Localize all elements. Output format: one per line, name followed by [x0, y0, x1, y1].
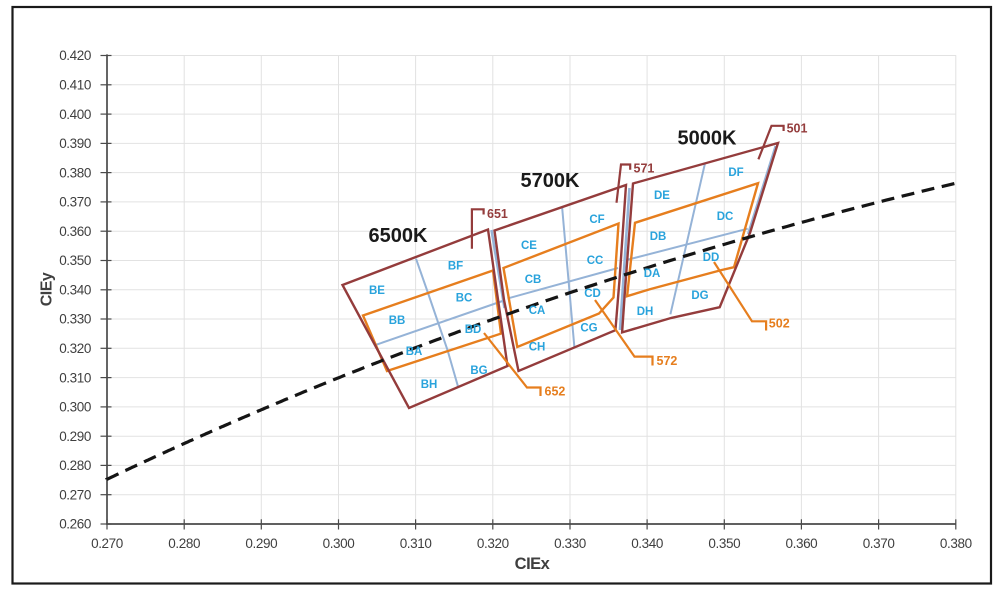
svg-text:CC: CC [587, 255, 604, 267]
svg-text:0.410: 0.410 [59, 78, 91, 93]
svg-text:0.320: 0.320 [59, 341, 91, 356]
svg-text:DA: DA [644, 268, 661, 280]
svg-text:0.420: 0.420 [59, 48, 91, 63]
svg-text:5700K: 5700K [521, 170, 580, 192]
svg-text:CG: CG [580, 323, 597, 335]
svg-text:CE: CE [521, 240, 537, 252]
svg-text:CIEy: CIEy [39, 272, 56, 306]
svg-text:0.310: 0.310 [400, 536, 432, 551]
svg-text:0.380: 0.380 [59, 165, 91, 180]
svg-text:BH: BH [421, 379, 438, 391]
svg-text:0.320: 0.320 [477, 536, 509, 551]
svg-text:0.300: 0.300 [59, 400, 91, 415]
svg-text:0.390: 0.390 [59, 136, 91, 151]
svg-text:0.290: 0.290 [245, 536, 277, 551]
svg-text:0.330: 0.330 [554, 536, 586, 551]
svg-text:572: 572 [657, 354, 678, 368]
svg-text:DF: DF [728, 167, 743, 179]
svg-text:0.300: 0.300 [323, 536, 355, 551]
svg-text:BA: BA [406, 346, 423, 358]
svg-text:BC: BC [456, 293, 473, 305]
svg-text:571: 571 [634, 162, 655, 176]
svg-text:501: 501 [787, 122, 808, 136]
svg-text:CB: CB [525, 274, 542, 286]
svg-text:CF: CF [589, 214, 604, 226]
svg-text:5000K: 5000K [678, 128, 737, 150]
svg-text:DB: DB [650, 231, 667, 243]
svg-text:DE: DE [654, 190, 670, 202]
svg-text:502: 502 [769, 317, 790, 331]
svg-text:DD: DD [703, 252, 720, 264]
svg-text:0.360: 0.360 [786, 536, 818, 551]
svg-text:0.270: 0.270 [59, 487, 91, 502]
svg-text:0.270: 0.270 [91, 536, 123, 551]
svg-text:0.370: 0.370 [863, 536, 895, 551]
svg-text:0.280: 0.280 [168, 536, 200, 551]
svg-text:DC: DC [717, 211, 734, 223]
svg-text:DH: DH [637, 306, 654, 318]
svg-text:651: 651 [487, 207, 508, 221]
svg-text:0.380: 0.380 [940, 536, 972, 551]
svg-text:0.400: 0.400 [59, 107, 91, 122]
svg-text:0.260: 0.260 [59, 517, 91, 532]
svg-text:0.350: 0.350 [59, 253, 91, 268]
svg-text:0.330: 0.330 [59, 312, 91, 327]
svg-text:DG: DG [691, 290, 708, 302]
svg-text:CH: CH [529, 342, 546, 354]
svg-text:CD: CD [584, 288, 601, 300]
svg-text:652: 652 [545, 385, 566, 399]
svg-text:CA: CA [529, 305, 546, 317]
svg-text:BF: BF [448, 261, 463, 273]
svg-text:CIEx: CIEx [515, 555, 551, 573]
svg-text:0.350: 0.350 [708, 536, 740, 551]
svg-text:BE: BE [369, 285, 385, 297]
svg-text:BB: BB [389, 315, 406, 327]
svg-text:0.340: 0.340 [59, 283, 91, 298]
svg-text:0.280: 0.280 [59, 458, 91, 473]
svg-text:0.370: 0.370 [59, 195, 91, 210]
svg-text:0.360: 0.360 [59, 224, 91, 239]
svg-text:0.340: 0.340 [631, 536, 663, 551]
svg-text:6500K: 6500K [369, 225, 428, 247]
svg-text:0.290: 0.290 [59, 429, 91, 444]
svg-text:BG: BG [470, 365, 487, 377]
svg-text:BD: BD [465, 324, 482, 336]
svg-text:0.310: 0.310 [59, 370, 91, 385]
